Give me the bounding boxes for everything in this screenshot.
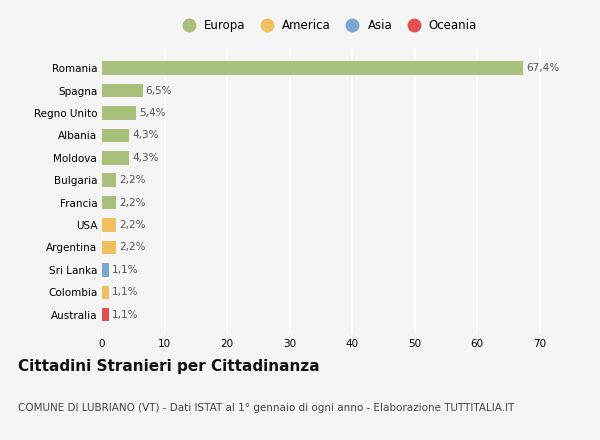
Bar (102, 218, 116, 232)
Bar (102, 308, 109, 321)
Text: 1,1%: 1,1% (112, 265, 139, 275)
Legend: Europa, America, Asia, Oceania: Europa, America, Asia, Oceania (172, 15, 482, 37)
Bar (102, 196, 116, 209)
Bar (102, 62, 523, 75)
Text: 2,2%: 2,2% (119, 198, 145, 208)
Bar (102, 173, 116, 187)
Bar (102, 106, 136, 120)
Bar (102, 84, 143, 97)
Bar (102, 286, 109, 299)
Bar (102, 151, 129, 165)
Text: COMUNE DI LUBRIANO (VT) - Dati ISTAT al 1° gennaio di ogni anno - Elaborazione T: COMUNE DI LUBRIANO (VT) - Dati ISTAT al … (18, 403, 514, 413)
Text: 2,2%: 2,2% (119, 220, 145, 230)
Bar (102, 241, 116, 254)
Text: 5,4%: 5,4% (139, 108, 166, 118)
Text: 1,1%: 1,1% (112, 287, 139, 297)
Text: 4,3%: 4,3% (132, 153, 158, 163)
Text: Cittadini Stranieri per Cittadinanza: Cittadini Stranieri per Cittadinanza (18, 359, 320, 374)
Text: 1,1%: 1,1% (112, 310, 139, 320)
Text: 2,2%: 2,2% (119, 242, 145, 253)
Text: 4,3%: 4,3% (132, 130, 158, 140)
Bar (102, 128, 129, 142)
Bar (102, 263, 109, 277)
Text: 2,2%: 2,2% (119, 175, 145, 185)
Text: 67,4%: 67,4% (526, 63, 560, 73)
Text: 6,5%: 6,5% (146, 85, 172, 95)
